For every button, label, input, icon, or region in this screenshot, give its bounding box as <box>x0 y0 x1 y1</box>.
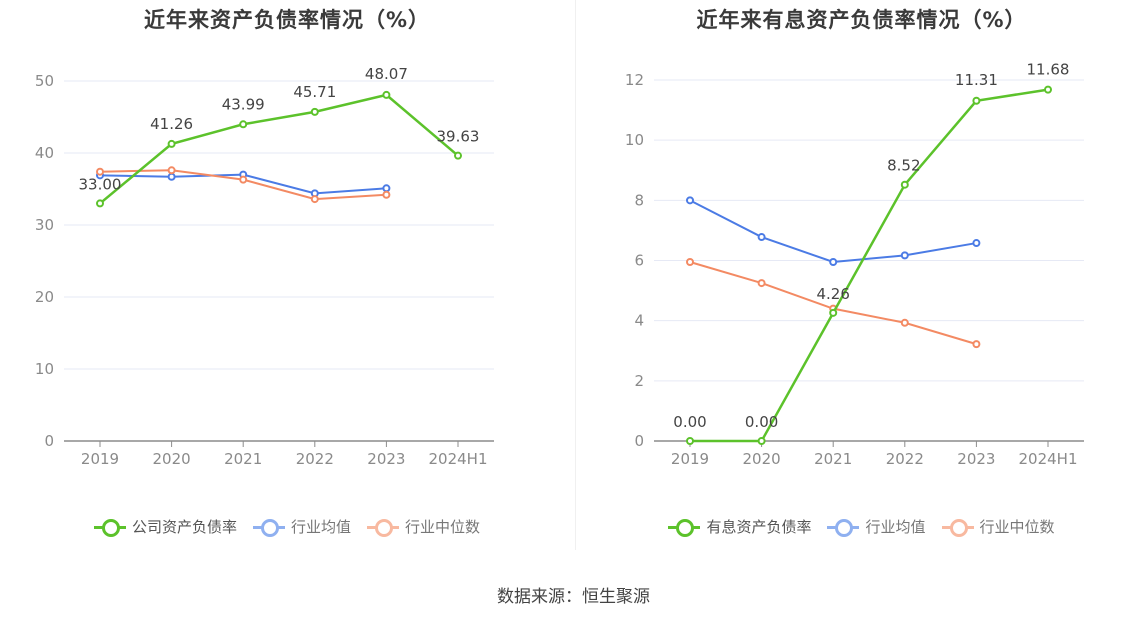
y-tick-label: 20 <box>35 288 54 306</box>
data-point <box>96 167 104 176</box>
legend-marker-icon <box>93 518 126 537</box>
y-tick-label: 40 <box>35 144 54 162</box>
legend-marker-icon <box>668 518 701 537</box>
y-tick-label: 2 <box>634 372 644 390</box>
data-point <box>167 139 176 148</box>
series-line <box>690 88 1049 443</box>
data-point <box>757 233 766 242</box>
y-tick-label: 10 <box>35 360 54 378</box>
legend-marker-icon <box>827 518 860 537</box>
legend-label: 行业均值 <box>865 518 926 536</box>
data-point <box>686 196 694 205</box>
x-tick-label: 2020 <box>153 450 191 468</box>
data-point <box>382 190 391 199</box>
x-tick-label: 2019 <box>671 450 709 468</box>
series-line <box>689 261 977 346</box>
data-label: 43.99 <box>222 95 265 113</box>
data-point <box>686 437 694 445</box>
chart-title: 近年来有息资产负债率情况（%） <box>696 8 1027 32</box>
data-source-note: 数据来源：恒生聚源 <box>497 587 650 607</box>
y-tick-label: 10 <box>625 131 644 149</box>
data-point <box>829 258 838 267</box>
data-label: 8.52 <box>887 157 920 175</box>
data-label: 41.26 <box>150 115 193 133</box>
data-label: 45.71 <box>293 83 336 101</box>
data-label: 11.31 <box>955 71 998 89</box>
legend: 公司资产负债率 行业均值 行业中位数 <box>0 516 574 537</box>
legend-label: 行业中位数 <box>979 518 1055 536</box>
data-label: 4.26 <box>816 285 849 303</box>
legend-marker-icon <box>367 518 399 537</box>
y-tick-label: 12 <box>625 71 644 89</box>
data-point <box>239 175 248 184</box>
series-line <box>99 93 459 205</box>
chart-title: 近年来资产负债率情况（%） <box>143 8 431 32</box>
legend-marker-icon <box>941 518 974 537</box>
data-point <box>757 279 766 288</box>
legend-item-industry-avg[interactable]: 行业均值 <box>827 516 926 537</box>
y-tick-label: 6 <box>634 252 644 270</box>
data-label: 48.07 <box>365 65 408 83</box>
legend-item-main[interactable]: 公司资产负债率 <box>93 516 237 537</box>
y-tick-label: 4 <box>634 312 644 330</box>
legend-item-main[interactable]: 有息资产负债率 <box>668 516 811 537</box>
series-line <box>689 199 977 264</box>
x-tick-label: 2022 <box>296 450 334 468</box>
data-point <box>972 340 981 349</box>
y-tick-label: 0 <box>44 432 54 450</box>
panel-divider <box>575 0 576 550</box>
data-point <box>829 308 838 317</box>
line-chart-interest-bearing: 0 2 4 6 8 10 12 2019 2020 2021 2022 2023 2024H1 0.00 0… <box>625 61 1084 468</box>
data-point <box>454 151 462 160</box>
legend-label: 有息资产负债率 <box>706 518 812 536</box>
legend-label: 公司资产负债率 <box>131 518 237 536</box>
y-tick-label: 8 <box>634 191 644 209</box>
data-point <box>686 258 694 267</box>
legend-marker-icon <box>252 518 285 537</box>
data-point <box>96 199 104 208</box>
legend-item-industry-median[interactable]: 行业中位数 <box>941 516 1055 537</box>
x-tick-label: 2021 <box>224 450 262 468</box>
data-point <box>310 107 319 116</box>
data-label: 33.00 <box>79 175 122 193</box>
x-tick-label: 2021 <box>814 450 852 468</box>
data-point <box>757 437 766 445</box>
legend-item-industry-avg[interactable]: 行业均值 <box>252 516 351 537</box>
data-point <box>239 120 248 129</box>
legend-item-industry-median[interactable]: 行业中位数 <box>367 516 480 537</box>
data-point <box>972 239 981 248</box>
chart-panel-interest-bearing: 近年来有息资产负债率情况（%） 0 2 4 6 8 10 12 2019 2020 2021 202… <box>576 0 1147 560</box>
data-point <box>900 180 909 189</box>
x-tick-label: 2019 <box>81 450 119 468</box>
data-point <box>972 96 981 105</box>
x-tick-label: 2023 <box>957 450 995 468</box>
x-tick-label: 2022 <box>886 450 924 468</box>
line-chart-asset-liability: 0 10 20 30 40 50 2019 2020 2021 2022 2023 2024H1 33.… <box>35 65 494 468</box>
data-point <box>167 166 176 175</box>
data-point <box>382 184 391 193</box>
data-point <box>900 318 909 327</box>
data-point <box>310 195 319 204</box>
data-point <box>1044 85 1052 94</box>
legend: 有息资产负债率 行业均值 行业中位数 <box>576 516 1147 537</box>
x-tick-label: 2024H1 <box>429 450 488 468</box>
data-point <box>382 90 391 99</box>
x-tick-label: 2024H1 <box>1019 450 1078 468</box>
legend-label: 行业均值 <box>290 518 351 536</box>
data-point <box>167 172 176 181</box>
y-tick-label: 50 <box>35 72 54 90</box>
x-tick-label: 2023 <box>367 450 405 468</box>
x-tick-label: 2020 <box>743 450 781 468</box>
data-label: 11.68 <box>1027 61 1070 79</box>
data-point <box>900 251 909 260</box>
data-label: 39.63 <box>437 128 480 146</box>
y-tick-label: 0 <box>634 432 644 450</box>
data-label: 0.00 <box>745 413 778 431</box>
y-tick-label: 30 <box>35 216 54 234</box>
chart-panel-asset-liability: 近年来资产负债率情况（%） 0 10 20 30 40 50 2019 2020 2021 202… <box>0 0 574 560</box>
legend-label: 行业中位数 <box>405 518 481 536</box>
data-label: 0.00 <box>673 413 706 431</box>
